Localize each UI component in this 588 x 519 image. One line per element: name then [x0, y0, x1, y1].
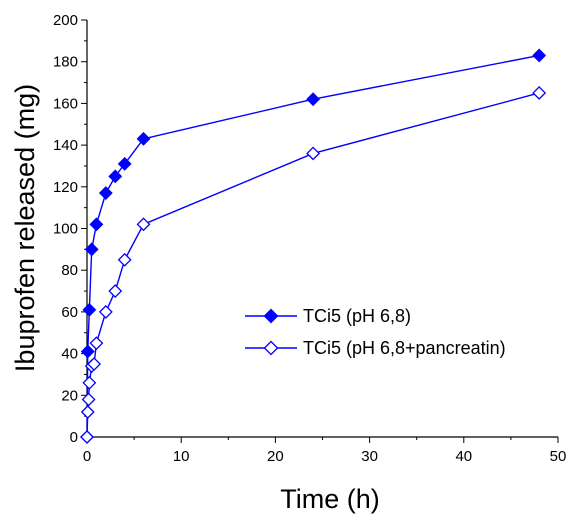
legend-marker: [263, 308, 279, 324]
data-point: [98, 304, 113, 319]
x-tick-label: 0: [83, 448, 91, 465]
y-tick-label: 20: [61, 387, 78, 404]
y-tick-label: 80: [61, 262, 78, 279]
data-point: [80, 405, 95, 419]
data-point: [89, 217, 104, 232]
x-tick-label: 20: [267, 448, 284, 465]
data-point: [84, 242, 99, 257]
data-point: [306, 146, 320, 161]
legend: TCi5 (pH 6,8) TCi5 (pH 6,8+pancreatin): [245, 306, 506, 358]
data-point: [108, 284, 123, 298]
y-tick-label: 180: [53, 54, 78, 71]
x-tick-label: 10: [173, 448, 190, 465]
y-tick-label: 100: [53, 221, 78, 238]
data-point: [117, 156, 132, 171]
legend-label: TCi5 (pH 6,8+pancreatin): [303, 338, 506, 358]
data-point: [136, 131, 151, 146]
series-line: [86, 54, 540, 438]
series-1: [80, 48, 547, 444]
y-axis-title: Ibuprofen released (mg): [10, 84, 40, 372]
x-tick-label: 30: [361, 448, 378, 465]
legend-marker: [263, 340, 279, 356]
data-point: [87, 357, 101, 371]
y-tick-label: 200: [53, 12, 78, 29]
data-point: [82, 375, 97, 390]
series-layer: [80, 48, 547, 444]
data-point: [81, 392, 96, 407]
data-point: [82, 302, 97, 317]
data-point: [108, 169, 123, 184]
data-point: [532, 48, 547, 63]
axes: 0 10 20 30 40 50 0 20 40 60 80 100 120 140 160 180 200: [53, 12, 566, 465]
x-axis-title: Time (h): [280, 484, 380, 514]
y-tick-label: 60: [61, 304, 78, 321]
y-tick-label: 40: [61, 346, 78, 363]
data-point: [80, 430, 94, 444]
legend-label: TCi5 (pH 6,8): [303, 306, 411, 326]
x-tick-label: 50: [550, 448, 567, 465]
legend-item-1: TCi5 (pH 6,8): [245, 306, 411, 326]
x-tick-label: 40: [455, 448, 472, 465]
data-point: [98, 186, 113, 200]
data-point: [306, 92, 320, 107]
y-tick-label: 120: [53, 179, 78, 196]
series-2: [80, 86, 547, 444]
data-point: [89, 336, 104, 351]
y-tick-label: 160: [53, 95, 78, 112]
series-line: [86, 92, 540, 438]
legend-item-2: TCi5 (pH 6,8+pancreatin): [245, 338, 506, 358]
data-point: [117, 252, 132, 267]
y-tick-label: 140: [53, 137, 78, 154]
data-point: [532, 86, 547, 100]
data-point: [80, 344, 95, 359]
data-point: [136, 217, 151, 232]
y-tick-label: 0: [70, 429, 78, 446]
